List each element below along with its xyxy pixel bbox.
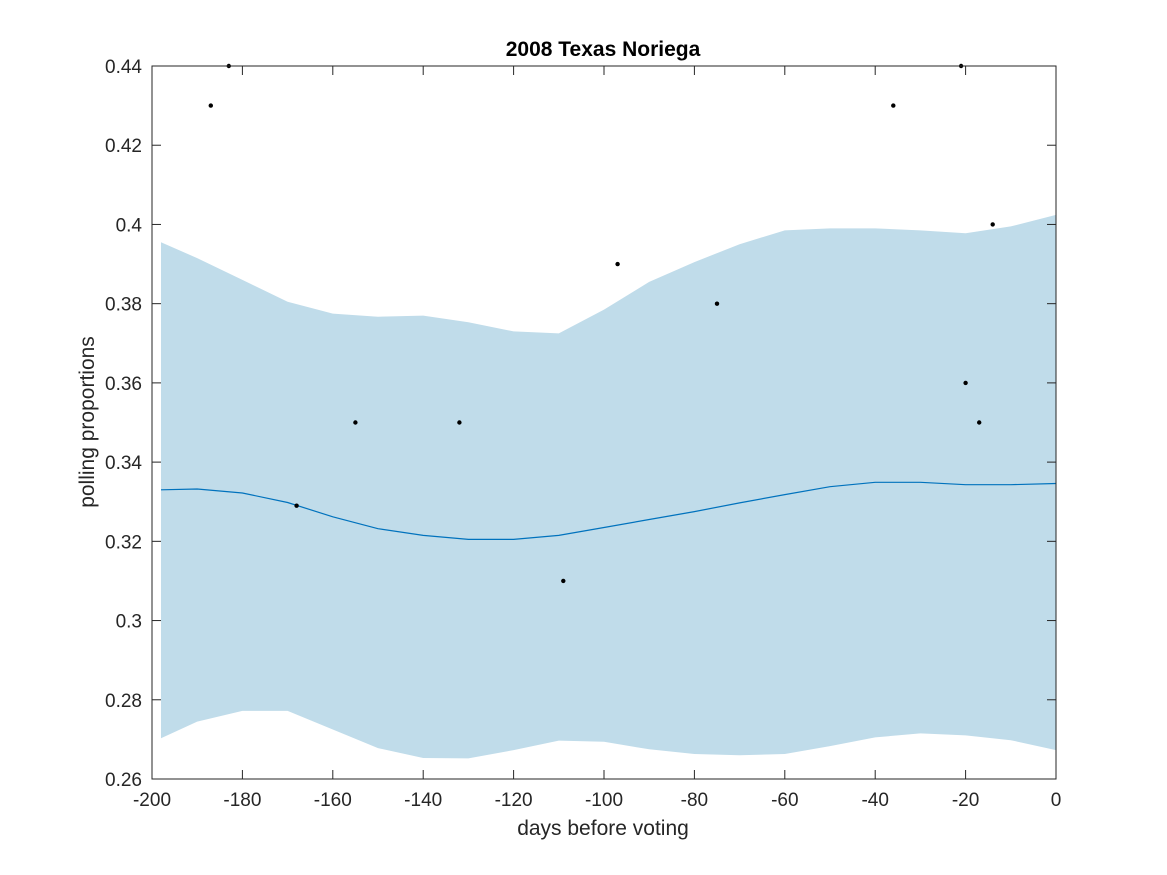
poll-point (990, 222, 995, 227)
x-tick-label: -140 (404, 790, 442, 811)
mean-line (160, 481, 1057, 541)
y-tick-label: 0.26 (105, 770, 142, 791)
y-tick-label: 0.42 (105, 136, 142, 157)
poll-point (714, 301, 720, 306)
poll-point (615, 261, 620, 267)
x-tick-label: 0 (1051, 790, 1062, 811)
poll-point (294, 503, 299, 508)
x-tick-label: -200 (133, 790, 171, 811)
poll-point (457, 420, 462, 425)
plot-area (160, 63, 1057, 759)
poll-point (561, 578, 566, 584)
y-tick-label: 0.38 (105, 295, 142, 316)
x-tick-label: -120 (495, 790, 533, 811)
x-tick-label: -60 (771, 790, 798, 811)
x-tick-label: -20 (952, 790, 979, 811)
y-tick-label: 0.3 (116, 612, 142, 633)
chart-title: 2008 Texas Noriega (506, 38, 701, 61)
x-tick-label: -80 (681, 790, 708, 811)
y-tick-label: 0.36 (105, 374, 142, 395)
axes: -200 -180 -160 -140 -120 -100 -80 -60 -40 -20 00.2… (105, 57, 1061, 811)
poll-point (353, 420, 358, 425)
x-tick-label: -180 (223, 790, 261, 811)
y-tick-label: 0.34 (105, 453, 142, 474)
y-tick-label: 0.32 (105, 532, 142, 553)
y-tick-label: 0.44 (105, 57, 142, 78)
poll-point (963, 380, 968, 386)
poll-point (891, 103, 896, 108)
poll-point (208, 103, 213, 108)
x-axis-label: days before voting (517, 817, 689, 840)
y-tick-label: 0.28 (105, 691, 142, 712)
y-tick-label: 0.4 (116, 215, 143, 236)
poll-point (977, 420, 982, 425)
y-axis-label: polling proportions (76, 336, 99, 508)
x-tick-label: -40 (861, 790, 888, 811)
x-tick-label: -160 (314, 790, 352, 811)
confidence-band (161, 214, 1056, 759)
x-tick-label: -100 (585, 790, 623, 811)
